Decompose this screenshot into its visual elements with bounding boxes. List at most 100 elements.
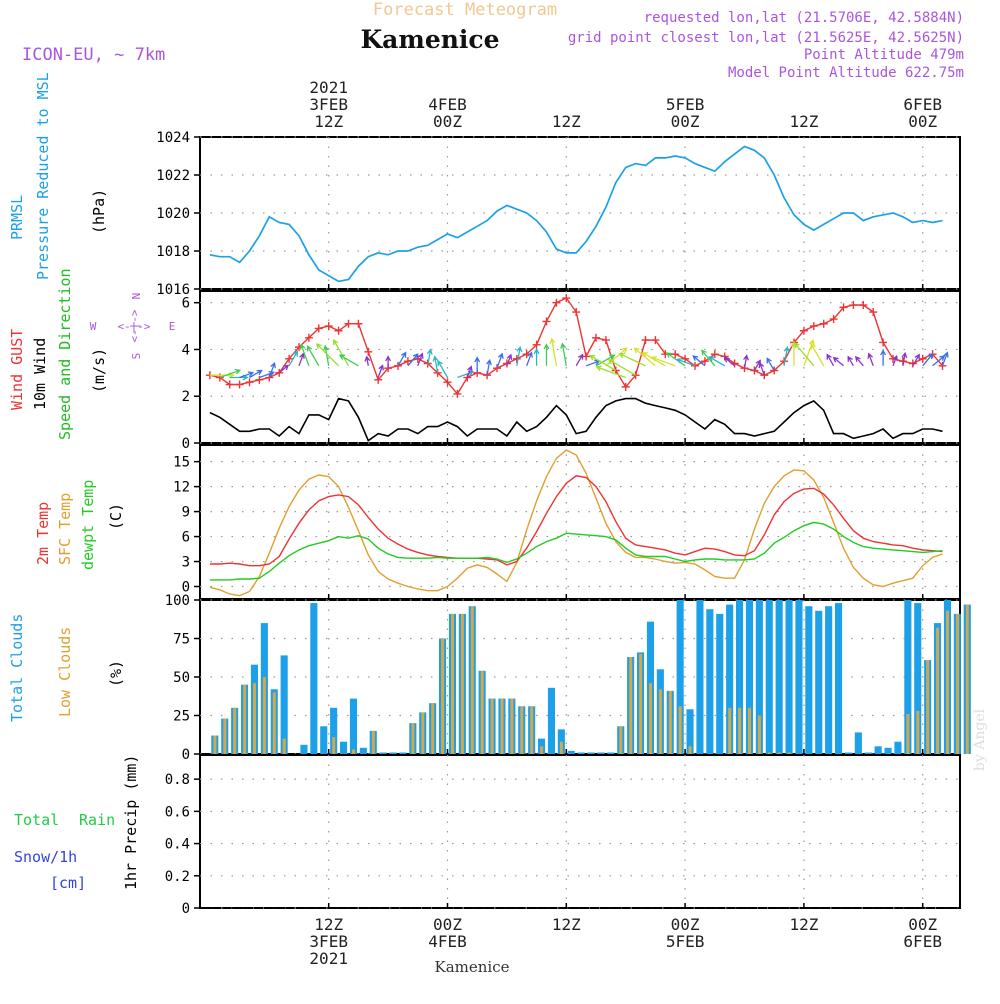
temp-ytick-label: 15 bbox=[173, 455, 190, 471]
clouds-ytick-label: 100 bbox=[165, 593, 190, 609]
pressure-ytick-label: 1022 bbox=[156, 168, 190, 184]
low-clouds-bar bbox=[767, 752, 771, 754]
low-clouds-bar bbox=[738, 707, 742, 754]
total-clouds-bar bbox=[755, 600, 763, 754]
low-clouds-bar bbox=[916, 710, 920, 754]
low-clouds-bar bbox=[431, 703, 435, 754]
temp-ytick-label: 0 bbox=[182, 580, 190, 596]
info-line-3: Point Altitude 479m bbox=[804, 47, 964, 63]
low-clouds-bar bbox=[777, 752, 781, 754]
wind-direction-arrow bbox=[268, 361, 276, 378]
wind-direction-arrow bbox=[437, 360, 449, 378]
total-clouds-bar bbox=[577, 752, 585, 754]
low-clouds-bar bbox=[253, 683, 256, 754]
gust-marker bbox=[344, 319, 353, 328]
gust-marker bbox=[562, 294, 571, 303]
precip-ytick-label: 0.8 bbox=[165, 772, 190, 788]
gust-marker bbox=[671, 350, 680, 359]
wind-label-gust: Wind GUST bbox=[8, 329, 26, 410]
wind-ytick-label: 4 bbox=[182, 342, 190, 358]
wind-direction-arrow bbox=[803, 339, 815, 367]
wind-direction-arrow bbox=[496, 352, 504, 369]
top-time-label: 2021 bbox=[309, 78, 348, 97]
wind-direction-arrow bbox=[783, 345, 790, 366]
total-clouds-bar bbox=[330, 707, 338, 754]
pressure-ytick-label: 1018 bbox=[156, 244, 190, 260]
low-clouds-bar bbox=[233, 707, 237, 754]
wind-direction-arrow bbox=[595, 354, 616, 367]
top-time-label: 12Z bbox=[314, 112, 343, 131]
low-clouds-bar bbox=[965, 604, 969, 754]
gust-marker bbox=[681, 354, 690, 363]
wind-direction-arrow bbox=[912, 353, 920, 367]
precip-ytick-label: 0 bbox=[182, 901, 190, 917]
wind-ytick-label: 0 bbox=[182, 436, 190, 452]
wind-direction-arrow bbox=[589, 355, 617, 372]
gust-marker bbox=[819, 319, 828, 328]
gust-marker bbox=[512, 354, 521, 363]
gust-marker bbox=[839, 303, 848, 312]
low-clouds-bar bbox=[728, 707, 732, 754]
gust-marker bbox=[225, 380, 234, 389]
top-time-label: 3FEB bbox=[309, 95, 348, 114]
top-time-label: 6FEB bbox=[903, 95, 942, 114]
pressure-ytick-label: 1024 bbox=[156, 130, 190, 146]
total-clouds-bar bbox=[676, 600, 684, 754]
precip-label-cm: [cm] bbox=[50, 874, 86, 892]
wind-direction-arrow bbox=[306, 345, 320, 367]
precip-ytick-label: 0.2 bbox=[165, 869, 190, 885]
precip-frame bbox=[199, 754, 961, 909]
wind-direction-arrow bbox=[239, 371, 255, 379]
gust-marker bbox=[245, 378, 254, 387]
total-clouds-bar bbox=[567, 750, 575, 754]
gust-marker bbox=[651, 336, 660, 345]
clouds-ytick-label: 25 bbox=[173, 709, 190, 725]
bottom-time-label: 00Z bbox=[671, 915, 700, 934]
low-clouds-bar bbox=[649, 683, 652, 754]
total-clouds-bar bbox=[686, 709, 694, 754]
gust-marker bbox=[770, 366, 779, 375]
gust-marker bbox=[908, 359, 917, 368]
total-clouds-bar bbox=[706, 609, 714, 754]
clouds-ytick-label: 0 bbox=[182, 747, 190, 763]
top-time-label: 00Z bbox=[908, 112, 937, 131]
total-clouds-bar bbox=[696, 600, 704, 754]
wind-direction-arrow bbox=[826, 353, 835, 367]
wind-label-unit: (m/s) bbox=[90, 348, 108, 393]
total-clouds-bar bbox=[597, 752, 605, 754]
total-clouds-bar bbox=[310, 603, 318, 754]
low-clouds-bar bbox=[629, 657, 633, 754]
wind-direction-arrow bbox=[665, 352, 686, 367]
low-clouds-bar bbox=[906, 714, 910, 754]
wind-direction-arrow bbox=[426, 348, 433, 366]
total-clouds-bar bbox=[587, 752, 595, 754]
wind-direction-arrow bbox=[364, 355, 371, 366]
low-clouds-bar bbox=[421, 712, 425, 754]
low-clouds-bar bbox=[926, 660, 930, 754]
total-clouds-bar bbox=[547, 687, 555, 754]
total-clouds-bar bbox=[736, 600, 744, 754]
precip-ytick-label: 0.4 bbox=[165, 837, 190, 853]
precip-label-total: Total bbox=[14, 811, 59, 829]
total-clouds-bar bbox=[726, 604, 734, 754]
top-time-label: 00Z bbox=[433, 112, 462, 131]
total-clouds-bar bbox=[300, 744, 308, 754]
wind-direction-arrow bbox=[486, 358, 492, 376]
low-clouds-bar bbox=[451, 613, 454, 754]
gust-marker bbox=[364, 347, 373, 356]
gust-marker bbox=[334, 326, 343, 335]
total-clouds-bar bbox=[904, 600, 912, 754]
pressure-line bbox=[209, 145, 943, 283]
low-clouds-bar bbox=[272, 692, 276, 754]
gust-marker bbox=[829, 315, 838, 324]
wind-direction-arrow bbox=[474, 356, 481, 373]
top-time-label: 12Z bbox=[552, 112, 581, 131]
wind-direction-arrow bbox=[605, 347, 628, 367]
low-clouds-bar bbox=[688, 746, 692, 754]
low-clouds-bar bbox=[262, 677, 266, 754]
wind-direction-arrow bbox=[758, 361, 765, 376]
precip-ylabel: 1hr Precip (mm) bbox=[122, 755, 140, 890]
bottom-time-label: 12Z bbox=[314, 915, 343, 934]
compass-east: E bbox=[169, 320, 176, 333]
wind-direction-arrow bbox=[810, 343, 825, 367]
